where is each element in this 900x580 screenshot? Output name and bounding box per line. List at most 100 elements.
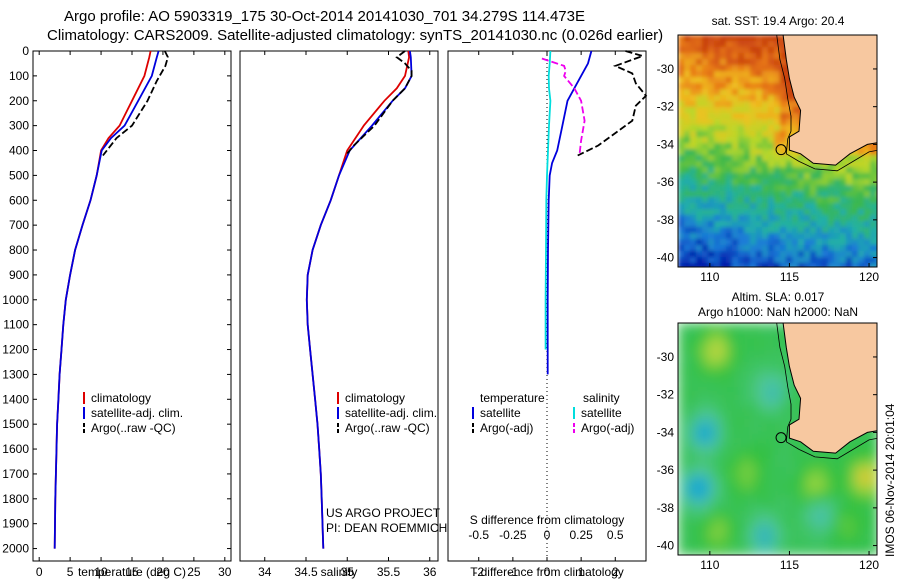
map-cell bbox=[810, 203, 817, 210]
map-cell bbox=[804, 197, 811, 204]
map-cell bbox=[750, 371, 759, 380]
map-cell bbox=[750, 143, 757, 150]
map-cell bbox=[798, 173, 805, 180]
map-cell bbox=[852, 191, 859, 198]
map-cell bbox=[714, 47, 721, 54]
map-cell bbox=[774, 155, 781, 162]
map-cell bbox=[696, 125, 703, 132]
map-cell bbox=[864, 203, 871, 210]
map-cell bbox=[852, 197, 859, 204]
map-cell bbox=[696, 41, 703, 48]
map-cell bbox=[696, 77, 703, 84]
map-cell bbox=[798, 161, 805, 168]
map-cell bbox=[854, 491, 863, 500]
map-cell bbox=[758, 467, 767, 476]
map-cell bbox=[862, 491, 871, 500]
map-cell bbox=[694, 483, 703, 492]
y-tick-label: 1700 bbox=[2, 467, 29, 481]
map-cell bbox=[768, 71, 775, 78]
map-cell bbox=[734, 379, 743, 388]
map-cell bbox=[678, 499, 687, 508]
map-cell bbox=[846, 451, 855, 460]
map-cell bbox=[766, 355, 775, 364]
map-cell bbox=[686, 443, 695, 452]
map-cell bbox=[702, 125, 709, 132]
y-tick-label: 1900 bbox=[2, 517, 29, 531]
map-cell bbox=[702, 161, 709, 168]
map-cell bbox=[774, 427, 783, 436]
map-cell bbox=[774, 523, 783, 532]
map-cell bbox=[678, 131, 685, 138]
map-cell bbox=[838, 547, 847, 555]
map-cell bbox=[718, 435, 727, 444]
map-cell bbox=[744, 137, 751, 144]
map-cell bbox=[792, 191, 799, 198]
map-cell bbox=[708, 185, 715, 192]
map-cell bbox=[852, 179, 859, 186]
map-cell bbox=[702, 355, 711, 364]
map-cell bbox=[732, 143, 739, 150]
map-cell bbox=[774, 203, 781, 210]
map-cell bbox=[768, 149, 775, 156]
map-cell bbox=[732, 251, 739, 258]
map-cell bbox=[792, 101, 799, 108]
map-cell bbox=[684, 173, 691, 180]
map-cell bbox=[798, 459, 807, 468]
map-cell bbox=[710, 499, 719, 508]
coastline bbox=[782, 35, 877, 166]
map-cell bbox=[834, 245, 841, 252]
map-cell bbox=[718, 491, 727, 500]
map-cell bbox=[766, 531, 775, 540]
map-cell bbox=[714, 71, 721, 78]
map-cell bbox=[710, 323, 719, 332]
map-cell bbox=[738, 257, 745, 264]
map-cell bbox=[870, 263, 877, 267]
map-cell bbox=[854, 531, 863, 540]
map-cell bbox=[720, 101, 727, 108]
y-tick-label: 400 bbox=[9, 144, 29, 158]
map-cell bbox=[758, 451, 767, 460]
map-cell bbox=[758, 531, 767, 540]
map-cell bbox=[756, 125, 763, 132]
map-cell bbox=[822, 547, 831, 555]
x-tick-label-salinity: -0.25 bbox=[499, 528, 527, 542]
map-cell bbox=[870, 161, 877, 168]
map-cell bbox=[854, 443, 863, 452]
map-cell bbox=[744, 245, 751, 252]
map-cell bbox=[762, 137, 769, 144]
map-cell bbox=[756, 59, 763, 66]
map-cell bbox=[854, 459, 863, 468]
map-cell bbox=[816, 203, 823, 210]
map-cell bbox=[766, 435, 775, 444]
map-cell bbox=[714, 83, 721, 90]
map-cell bbox=[686, 483, 695, 492]
map-cell bbox=[720, 131, 727, 138]
map-cell bbox=[726, 95, 733, 102]
map-cell bbox=[816, 167, 823, 174]
map-cell bbox=[708, 131, 715, 138]
map-cell bbox=[738, 137, 745, 144]
map-cell bbox=[768, 191, 775, 198]
map-cell bbox=[742, 347, 751, 356]
map-cell bbox=[702, 227, 709, 234]
map-cell bbox=[744, 239, 751, 246]
sla-map-axes: 110 115 120-30-32-34-36-38-40 bbox=[657, 350, 880, 572]
map-cell bbox=[780, 197, 787, 204]
map-cell bbox=[756, 197, 763, 204]
map-cell bbox=[758, 395, 767, 404]
map-cell bbox=[840, 203, 847, 210]
map-cell bbox=[780, 107, 787, 114]
map-cell bbox=[720, 167, 727, 174]
map-cell bbox=[678, 137, 685, 144]
map-cell bbox=[720, 197, 727, 204]
map-cell bbox=[726, 191, 733, 198]
map-cell bbox=[732, 65, 739, 72]
map-cell bbox=[702, 435, 711, 444]
map-cell bbox=[678, 347, 687, 356]
map-cell bbox=[694, 395, 703, 404]
map-cell bbox=[702, 379, 711, 388]
map-cell bbox=[846, 161, 853, 168]
map-cell bbox=[702, 483, 711, 492]
map-cell bbox=[846, 443, 855, 452]
